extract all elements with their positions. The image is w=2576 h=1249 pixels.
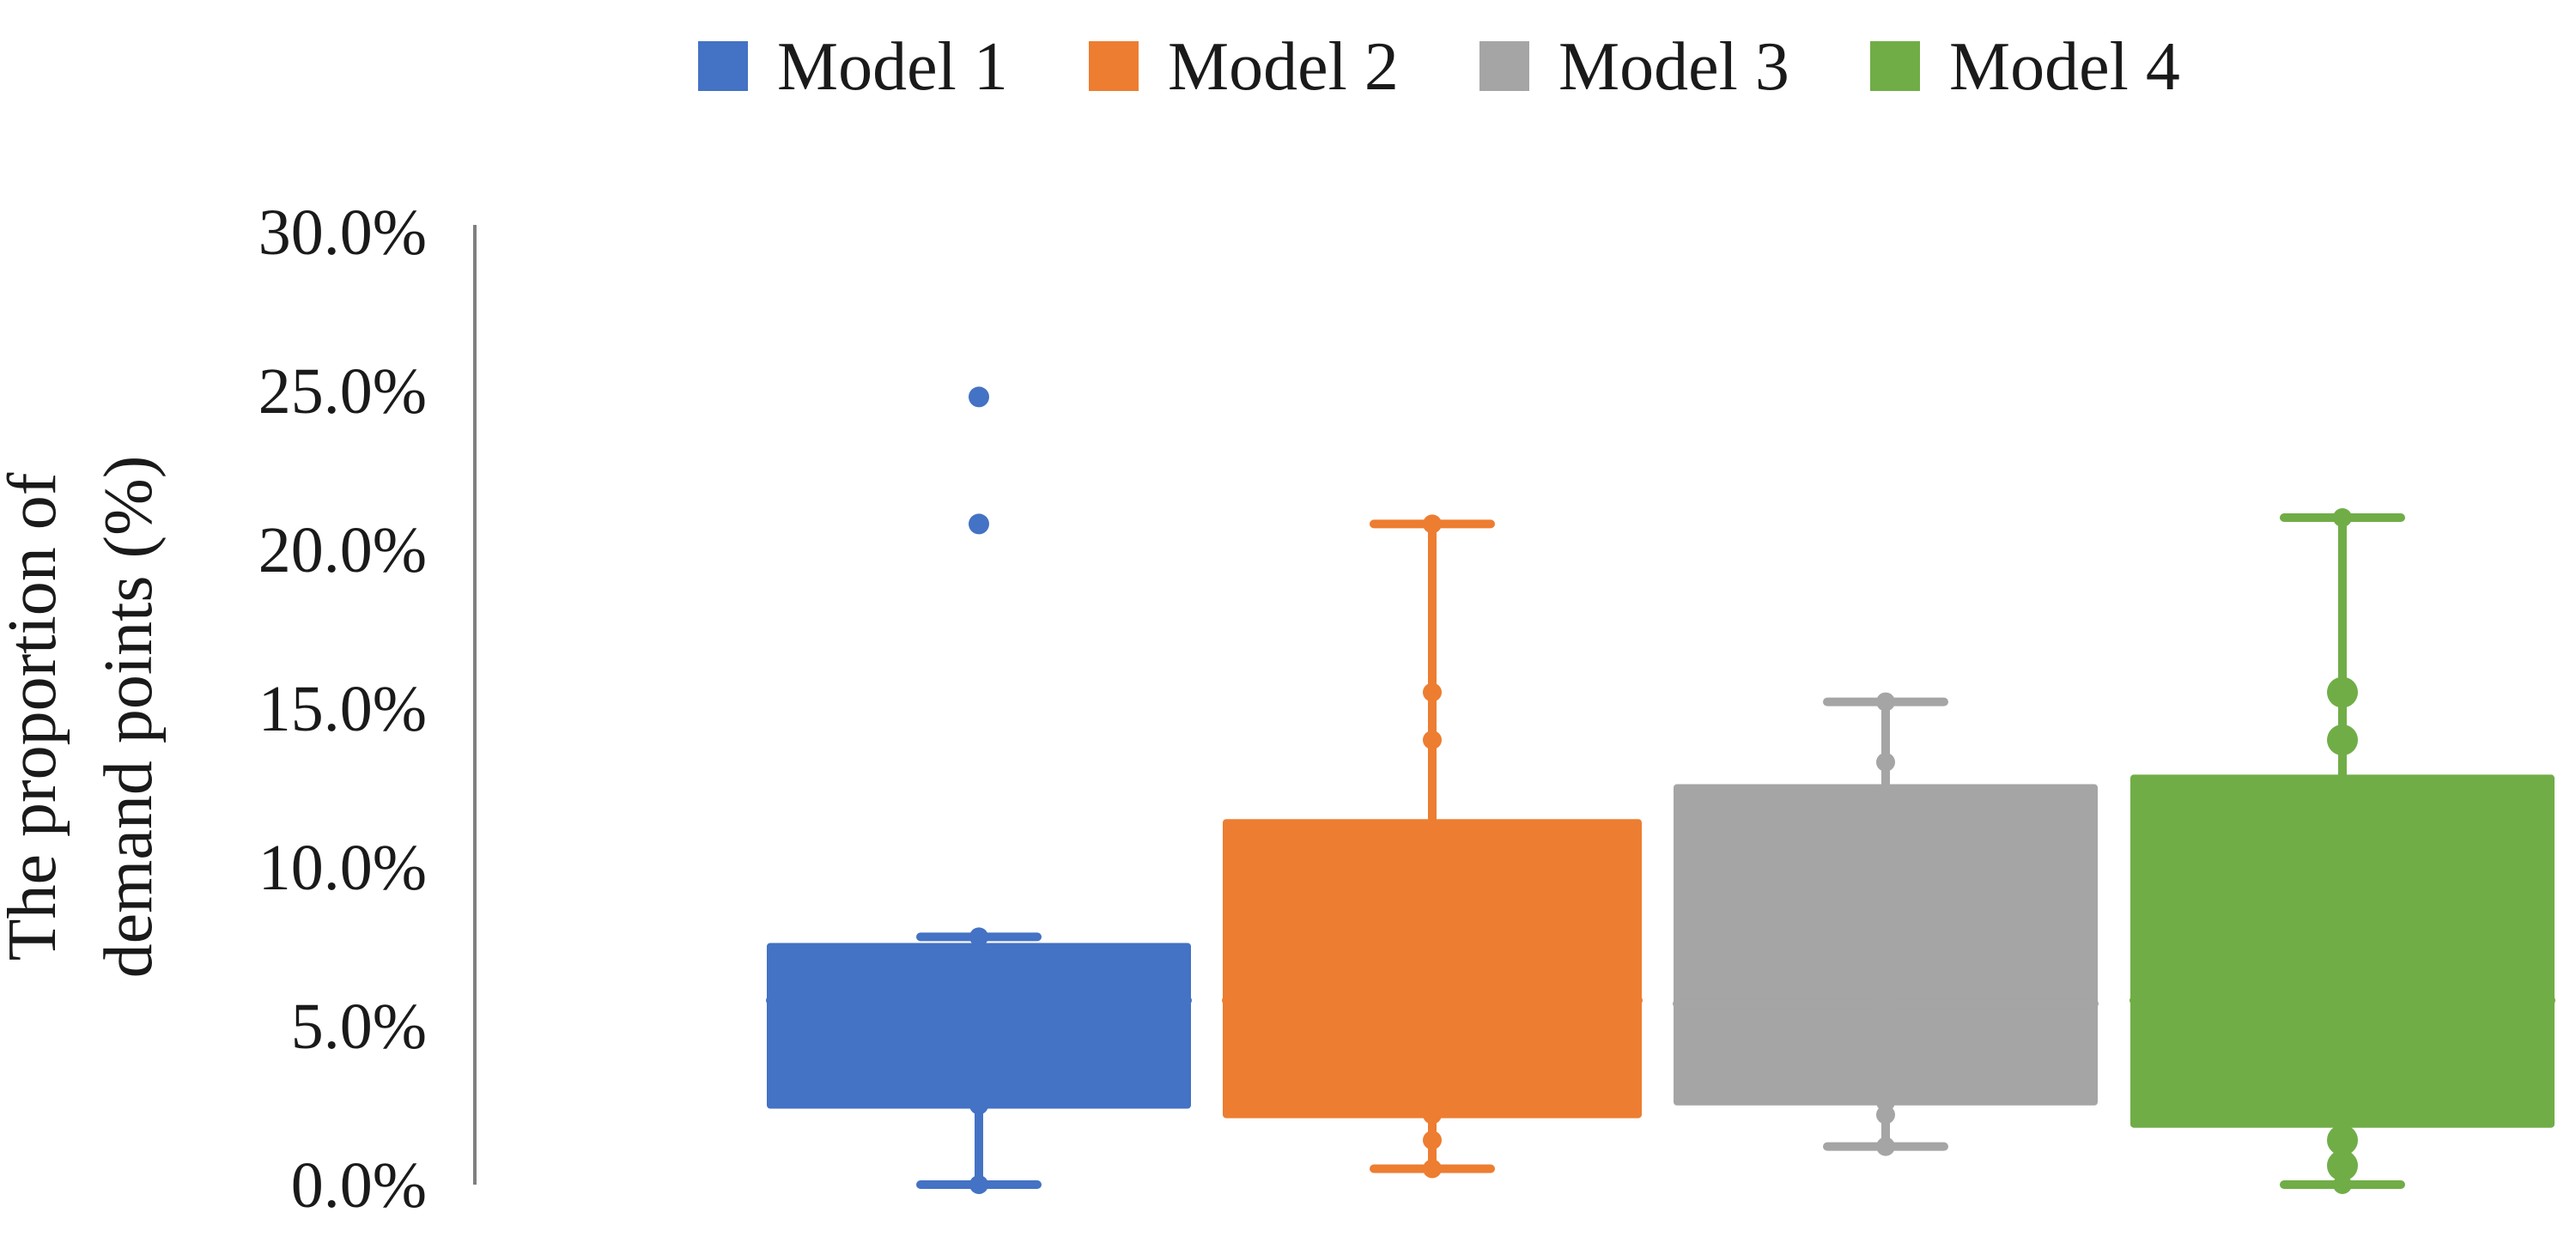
data-point	[1876, 994, 1895, 1014]
data-point	[1423, 682, 1442, 702]
y-axis-title-line: The proportion of	[0, 472, 70, 961]
data-point	[2333, 508, 2352, 527]
y-tick-label: 15.0%	[258, 673, 427, 745]
data-point	[2327, 1149, 2358, 1181]
y-axis-title: The proportion of demand points (%)	[0, 456, 167, 979]
data-point	[1423, 991, 1442, 1010]
legend-swatch	[1479, 41, 1529, 91]
legend-label: Model 2	[1168, 29, 1399, 105]
box-model-4	[2129, 508, 2555, 1194]
y-tick-label: 20.0%	[258, 514, 427, 586]
legend-label: Model 1	[777, 29, 1008, 105]
data-point	[1876, 1092, 1895, 1112]
data-point	[1423, 1159, 1442, 1179]
data-point	[2327, 1125, 2358, 1156]
data-point	[1876, 1137, 1895, 1156]
legend: Model 1 Model 2 Model 3 Model 4	[698, 29, 2180, 105]
data-point	[2327, 725, 2358, 755]
data-point	[1423, 514, 1442, 534]
legend-swatch	[698, 41, 748, 91]
data-point	[969, 1095, 988, 1115]
iqr-box	[2130, 774, 2555, 1128]
data-point	[1423, 1105, 1442, 1125]
outlier-point	[969, 386, 989, 408]
data-point	[1876, 752, 1895, 772]
legend-swatch	[1089, 41, 1139, 91]
iqr-box	[767, 943, 1191, 1109]
y-tick-label: 10.0%	[258, 832, 427, 904]
data-point	[969, 991, 988, 1010]
iqr-box	[1674, 784, 2098, 1106]
data-point	[1423, 731, 1442, 749]
data-point	[969, 1175, 988, 1194]
box-model-2	[1222, 514, 1643, 1179]
iqr-box	[1223, 819, 1642, 1119]
y-tick-label: 0.0%	[291, 1149, 427, 1222]
outlier-point	[969, 513, 989, 535]
legend-swatch	[1870, 41, 1920, 91]
box-model-1	[766, 386, 1192, 1194]
y-tick-label: 30.0%	[258, 197, 427, 269]
y-axis-title-line: demand points (%)	[91, 456, 167, 979]
data-point	[2327, 676, 2358, 708]
box-model-3	[1673, 692, 2099, 1156]
y-tick-label: 5.0%	[291, 991, 427, 1063]
y-tick-label: 25.0%	[258, 355, 427, 427]
legend-label: Model 4	[1949, 29, 2180, 105]
data-point	[969, 927, 988, 947]
legend-label: Model 3	[1558, 29, 1789, 105]
data-point	[1423, 1131, 1442, 1150]
data-point	[1876, 692, 1895, 712]
